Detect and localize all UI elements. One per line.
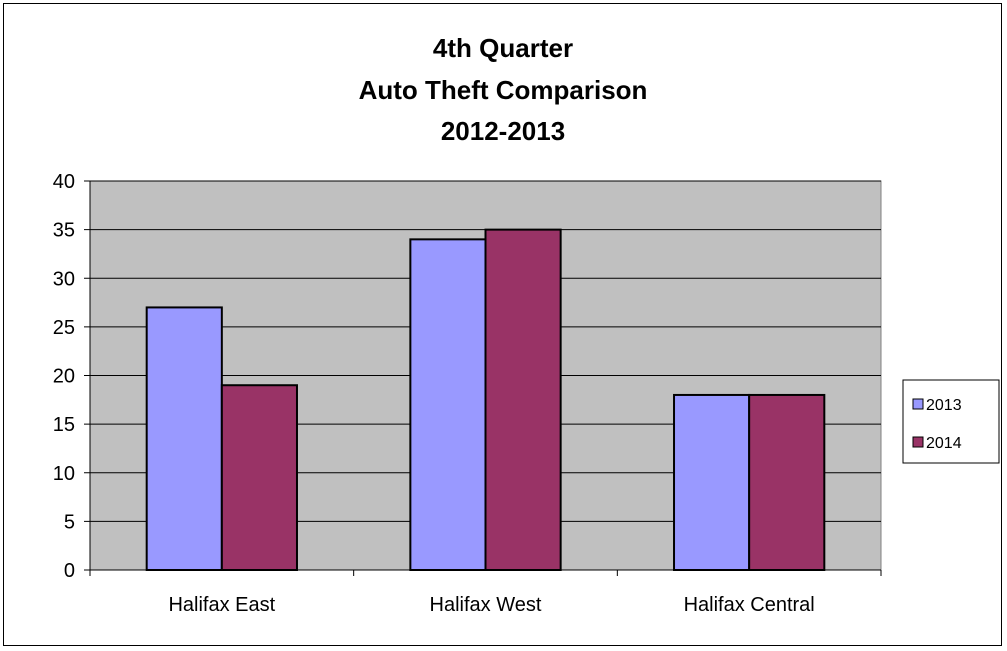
- bar-2014-halifax-west: [484, 228, 562, 571]
- x-tick-label: Halifax Central: [684, 594, 815, 616]
- bar-2013-halifax-central: [673, 393, 751, 572]
- y-tick-label: 30: [53, 268, 75, 290]
- chart-title-line-1: 4th Quarter: [433, 33, 573, 63]
- bar-2013-halifax-east: [145, 306, 223, 571]
- legend: 2013 2014: [902, 379, 1000, 464]
- y-tick-label: 0: [64, 560, 75, 582]
- x-tick-label: Halifax East: [168, 594, 275, 616]
- y-tick-label: 15: [53, 414, 75, 436]
- bars: [145, 228, 826, 572]
- x-tick-label: Halifax West: [430, 594, 542, 616]
- chart-title: 4th Quarter Auto Theft Comparison 2012-2…: [359, 33, 648, 146]
- legend-label-2013: 2013: [926, 397, 962, 414]
- y-tick-label: 25: [53, 317, 75, 339]
- y-tick-label: 20: [53, 366, 75, 388]
- legend-label-2014: 2014: [926, 435, 962, 452]
- chart-title-line-2: Auto Theft Comparison: [359, 75, 648, 105]
- y-tick-label: 10: [53, 463, 75, 485]
- legend-swatch-2014: [912, 436, 924, 448]
- y-tick-label: 5: [64, 511, 75, 533]
- legend-swatch-2013: [912, 398, 924, 410]
- x-axis-ticks: Halifax East Halifax West Halifax Central: [89, 570, 882, 616]
- chart-title-line-3: 2012-2013: [441, 116, 565, 146]
- bar-2014-halifax-east: [220, 384, 298, 571]
- bar-2014-halifax-central: [748, 393, 826, 572]
- legend-box: [902, 379, 1000, 464]
- y-axis-ticks: 0 5 10 15 20 25 30 35 40: [53, 171, 90, 582]
- y-tick-label: 40: [53, 171, 75, 193]
- bar-2013-halifax-west: [409, 238, 487, 571]
- y-tick-label: 35: [53, 220, 75, 242]
